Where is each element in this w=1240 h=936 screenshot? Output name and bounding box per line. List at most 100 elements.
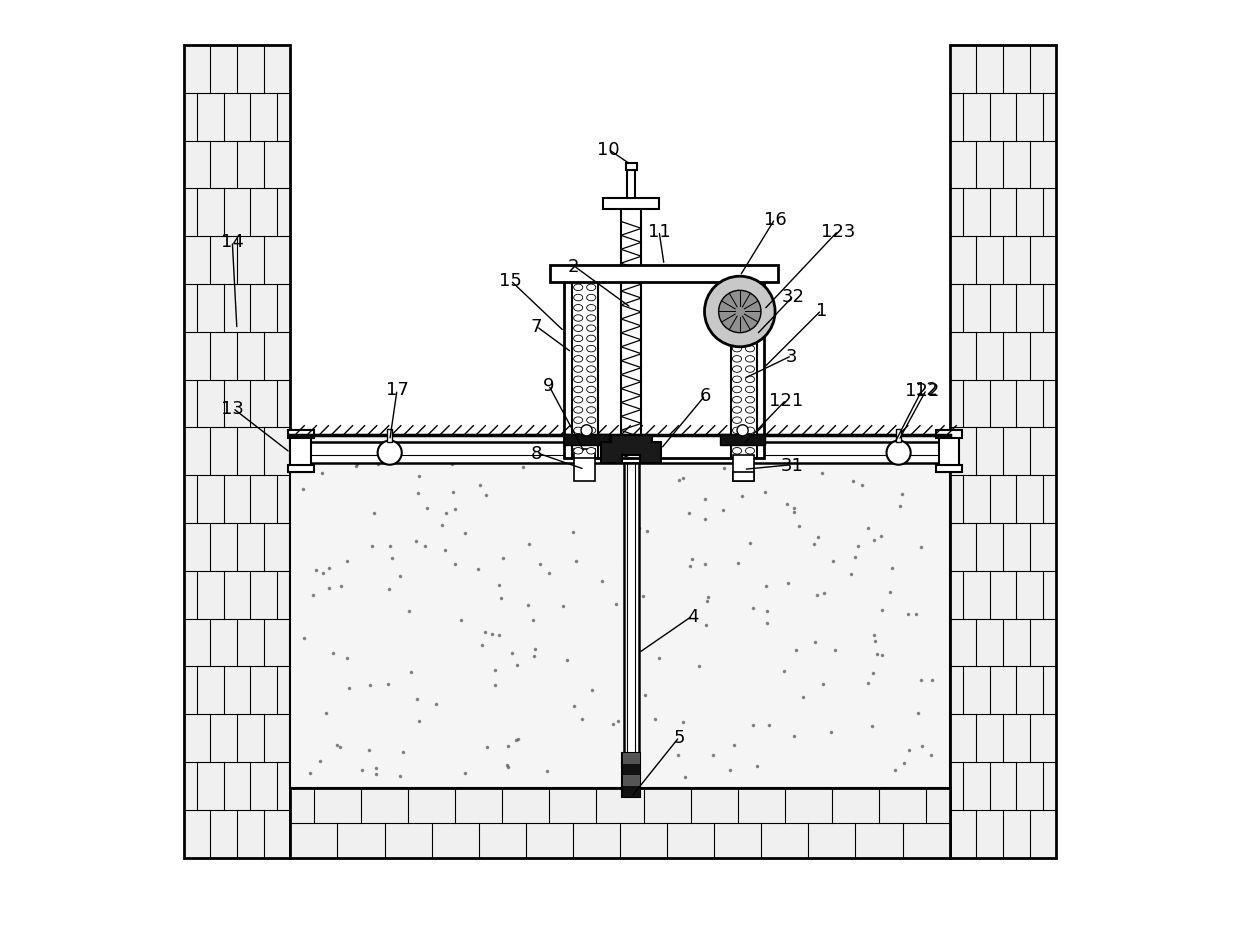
Point	[841, 567, 861, 582]
Ellipse shape	[733, 295, 742, 301]
Point	[923, 673, 942, 688]
Ellipse shape	[745, 285, 755, 291]
Point	[807, 450, 827, 465]
Ellipse shape	[574, 357, 583, 363]
Point	[844, 549, 864, 564]
Point	[622, 448, 642, 463]
Point	[475, 624, 495, 639]
Ellipse shape	[587, 397, 595, 403]
Point	[408, 487, 428, 502]
Point	[680, 505, 699, 520]
Point	[469, 563, 489, 578]
Ellipse shape	[745, 387, 755, 393]
Point	[619, 640, 639, 655]
Bar	[290, 431, 311, 473]
Point	[294, 631, 314, 646]
Point	[407, 534, 427, 548]
Ellipse shape	[574, 448, 583, 455]
Point	[477, 740, 497, 755]
Point	[911, 540, 931, 555]
Point	[415, 539, 435, 554]
Bar	[622, 786, 640, 797]
Point	[744, 718, 764, 733]
Point	[813, 586, 833, 601]
Bar	[184, 46, 290, 857]
Point	[696, 619, 715, 634]
Point	[790, 519, 810, 534]
Point	[755, 485, 775, 500]
Point	[615, 559, 635, 574]
Point	[807, 588, 827, 603]
Point	[894, 756, 914, 771]
Bar	[290, 443, 950, 463]
Point	[675, 769, 694, 784]
Bar	[564, 278, 764, 459]
Point	[553, 599, 573, 614]
Point	[491, 591, 511, 606]
Point	[358, 743, 378, 758]
Bar	[574, 449, 595, 459]
Ellipse shape	[574, 315, 583, 322]
Point	[352, 763, 372, 778]
Point	[635, 688, 655, 703]
Point	[526, 642, 546, 657]
Point	[911, 673, 931, 688]
Point	[713, 503, 733, 518]
Point	[337, 651, 357, 666]
Point	[867, 647, 887, 662]
Text: 3: 3	[786, 347, 797, 365]
Point	[449, 446, 469, 461]
Point	[756, 604, 776, 619]
Point	[557, 652, 577, 667]
Ellipse shape	[733, 438, 742, 445]
Point	[720, 763, 740, 778]
Ellipse shape	[587, 417, 595, 424]
Point	[538, 566, 558, 581]
Point	[899, 743, 919, 758]
Point	[436, 505, 456, 520]
Point	[593, 574, 613, 589]
Point	[564, 699, 584, 714]
Point	[892, 487, 911, 502]
Ellipse shape	[574, 346, 583, 353]
Point	[508, 732, 528, 747]
Point	[360, 678, 379, 693]
Point	[618, 689, 637, 704]
Point	[498, 739, 518, 753]
Point	[682, 551, 702, 566]
Point	[455, 526, 475, 541]
Point	[402, 665, 422, 680]
Point	[507, 657, 527, 672]
Point	[425, 696, 445, 711]
Point	[476, 488, 496, 503]
Point	[366, 761, 386, 776]
Bar	[624, 463, 639, 755]
Ellipse shape	[574, 387, 583, 393]
Text: 31: 31	[780, 456, 804, 475]
Point	[698, 590, 718, 605]
Point	[339, 680, 358, 695]
Point	[513, 461, 533, 475]
Bar	[730, 283, 756, 459]
Bar	[936, 465, 962, 473]
Point	[563, 525, 583, 540]
Point	[913, 739, 932, 753]
Point	[441, 458, 461, 473]
Point	[694, 556, 714, 571]
Point	[714, 461, 734, 476]
Ellipse shape	[574, 366, 583, 373]
Point	[502, 646, 522, 661]
Point	[606, 597, 626, 612]
Ellipse shape	[733, 326, 742, 332]
Point	[807, 530, 827, 545]
Bar	[574, 456, 595, 482]
Point	[759, 717, 779, 732]
Ellipse shape	[587, 428, 595, 434]
Point	[618, 739, 637, 754]
Ellipse shape	[587, 376, 595, 383]
Point	[393, 745, 413, 760]
Point	[330, 739, 350, 754]
Ellipse shape	[733, 397, 742, 403]
Point	[435, 452, 455, 467]
Point	[518, 598, 538, 613]
